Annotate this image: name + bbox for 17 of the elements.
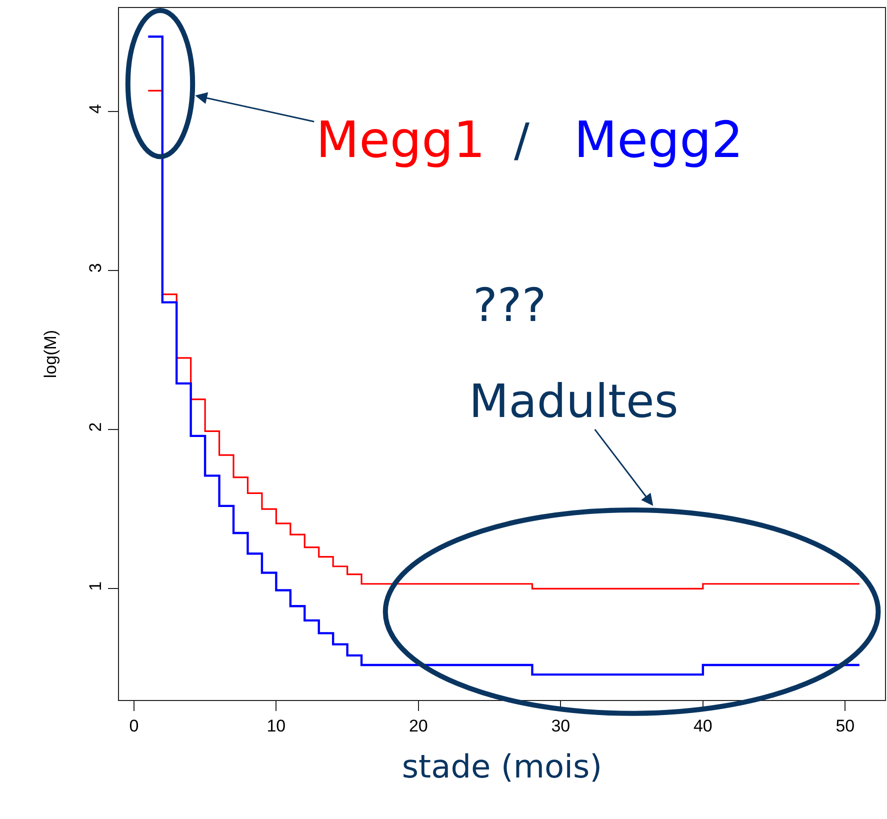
- y-tick-label: 4: [86, 104, 106, 114]
- y-tick-label: 2: [86, 422, 106, 432]
- x-tick-label: 40: [693, 716, 712, 736]
- text: Megg2: [574, 111, 744, 169]
- x-tick-label: 0: [129, 716, 139, 736]
- annotation: ???: [473, 278, 546, 332]
- y-axis-title: log(M): [40, 330, 60, 378]
- annotation: /: [514, 113, 530, 167]
- x-axis-title: stade (mois): [402, 747, 602, 786]
- x-tick-label: 20: [408, 716, 428, 736]
- text: Megg1: [316, 111, 486, 169]
- x-tick-label: 30: [551, 716, 570, 736]
- x-tick-label: 50: [836, 716, 855, 736]
- annotation: Madultes: [469, 374, 678, 428]
- y-tick-label: 3: [86, 263, 106, 273]
- y-tick-label: 1: [86, 581, 106, 591]
- x-tick-label: 10: [266, 716, 286, 736]
